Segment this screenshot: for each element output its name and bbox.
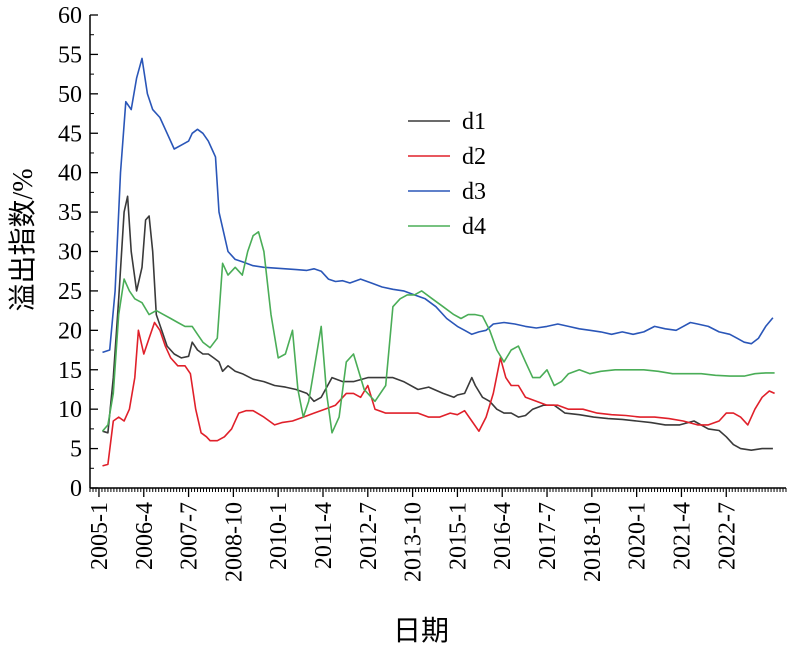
y-axis-ticks: 0 5 10 15 20 25 30 35 40 45 50 55 60 — [58, 3, 98, 502]
x-tick-label: 2021-4 — [669, 502, 695, 570]
x-tick-label: 2007-7 — [177, 502, 203, 570]
y-tick-label: 0 — [70, 476, 82, 502]
series-line-d2 — [102, 321, 775, 467]
x-tick-label: 2008-10 — [221, 502, 247, 582]
x-tick-label: 2012-7 — [356, 502, 382, 570]
x-tick-label: 2018-10 — [580, 502, 606, 582]
series-line-d1 — [102, 195, 773, 451]
legend-label-d2: d2 — [462, 144, 486, 170]
x-axis-ticks: 2005-1 2006-4 2007-7 2008-10 2010-1 2011-4 201… — [87, 488, 787, 582]
y-tick-label: 15 — [58, 358, 82, 384]
x-tick-label: 2011-4 — [311, 502, 337, 569]
x-tick-label: 2020-1 — [625, 502, 651, 570]
y-tick-label: 55 — [58, 42, 82, 68]
y-tick-label: 40 — [58, 161, 82, 187]
legend: d1 d2 d3 d4 — [408, 109, 486, 240]
x-tick-label: 2005-1 — [87, 502, 113, 570]
x-tick-label: 2013-10 — [401, 502, 427, 582]
series-line-d4 — [101, 231, 775, 434]
y-tick-label: 5 — [70, 437, 82, 463]
series-lines — [101, 57, 775, 467]
series-line-d3 — [102, 57, 774, 354]
y-tick-label: 20 — [58, 318, 82, 344]
legend-label-d1: d1 — [462, 109, 486, 135]
y-tick-label: 25 — [58, 279, 82, 305]
x-tick-label: 2022-7 — [714, 502, 740, 570]
legend-label-d3: d3 — [462, 179, 486, 205]
x-tick-label: 2015-1 — [445, 502, 471, 570]
y-axis-title: 溢出指数/% — [7, 168, 39, 311]
x-tick-label: 2017-7 — [535, 502, 561, 570]
y-tick-label: 50 — [58, 82, 82, 108]
y-tick-label: 60 — [58, 3, 82, 29]
x-axis-title: 日期 — [393, 616, 449, 647]
x-tick-label: 2006-4 — [132, 502, 158, 570]
legend-label-d4: d4 — [462, 214, 486, 240]
x-tick-label: 2016-4 — [490, 502, 516, 570]
y-tick-label: 35 — [58, 200, 82, 226]
x-tick-label: 2010-1 — [266, 502, 292, 570]
y-tick-label: 30 — [58, 240, 82, 266]
y-tick-label: 45 — [58, 121, 82, 147]
y-tick-label: 10 — [58, 397, 82, 423]
